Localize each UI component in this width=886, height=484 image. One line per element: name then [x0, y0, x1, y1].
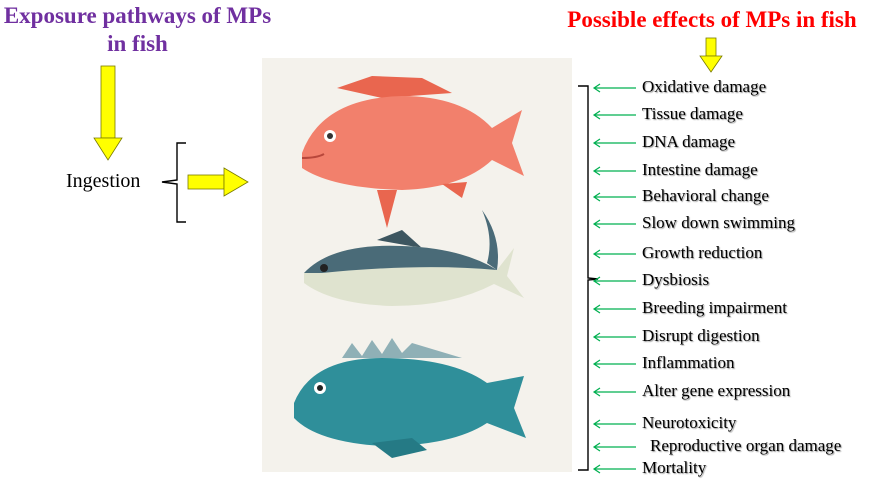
effect-dysbiosis: Dysbiosis [642, 270, 710, 289]
effect-mortality: Mortality [642, 458, 707, 477]
effect-behavioral-change: Behavioral change [642, 186, 769, 205]
effect-oxidative-damage: Oxidative damage [642, 77, 767, 96]
effect-dna-damage: DNA damage [642, 132, 736, 151]
exposure-pathways-title: Exposure pathways of MPs in fish [3, 3, 272, 56]
tuna-fish [304, 210, 524, 306]
blue-grouper-fish [294, 338, 526, 458]
effect-breeding-impairment: Breeding impairment [642, 298, 787, 317]
effect-reproductive-organ-damage: Reproductive organ damage [650, 436, 842, 455]
ingestion-bracket [161, 142, 186, 223]
effect-growth-reduction: Growth reduction [642, 243, 763, 262]
yellow-right-arrow [187, 167, 249, 197]
effect-alter-gene-expression: Alter gene expression [642, 381, 791, 400]
effect-intestine-damage: Intestine damage [642, 160, 758, 179]
effect-inflammation: Inflammation [642, 353, 735, 372]
yellow-down-arrow-left [93, 65, 123, 161]
ingestion-label: Ingestion [66, 170, 141, 192]
effect-tissue-damage: Tissue damage [642, 104, 743, 123]
green-arrows [592, 83, 636, 474]
effect-disrupt-digestion: Disrupt digestion [642, 326, 760, 345]
effect-neurotoxicity: Neurotoxicity [642, 413, 737, 432]
fish-illustration [262, 58, 572, 472]
red-snapper-fish [301, 76, 524, 228]
effect-slow-down-swimming: Slow down swimming [642, 213, 796, 232]
possible-effects-title: Possible effects of MPs in fish [567, 7, 857, 32]
yellow-down-arrow-right [699, 37, 723, 73]
